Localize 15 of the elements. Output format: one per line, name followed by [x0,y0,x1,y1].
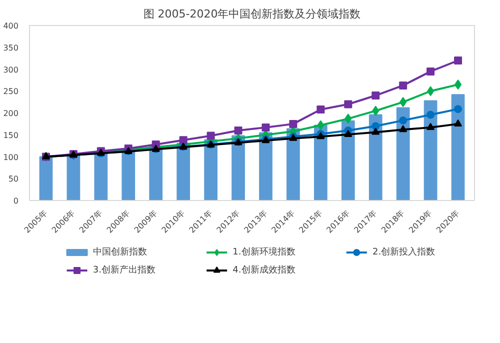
legend-label: 中国创新指数 [92,246,147,258]
y-tick-label: 50 [8,174,19,184]
y-tick-label: 0 [13,196,19,206]
y-tick-label: 350 [3,43,19,52]
y-tick-label: 100 [3,152,19,162]
legend-label: 2.创新投入指数 [372,246,436,258]
y-tick-label: 300 [3,65,19,74]
legend-label: 4.创新成效指数 [232,264,296,276]
chart-title: 图 2005-2020年中国创新指数及分领域指数 [143,8,361,20]
y-tick-label: 200 [3,109,19,118]
y-tick-label: 150 [3,130,19,140]
y-tick-label: 400 [3,22,19,30]
y-tick-label: 250 [3,87,19,96]
legend-label: 3.创新产出指数 [92,264,156,276]
legend-label: 1.创新环境指数 [232,246,296,258]
